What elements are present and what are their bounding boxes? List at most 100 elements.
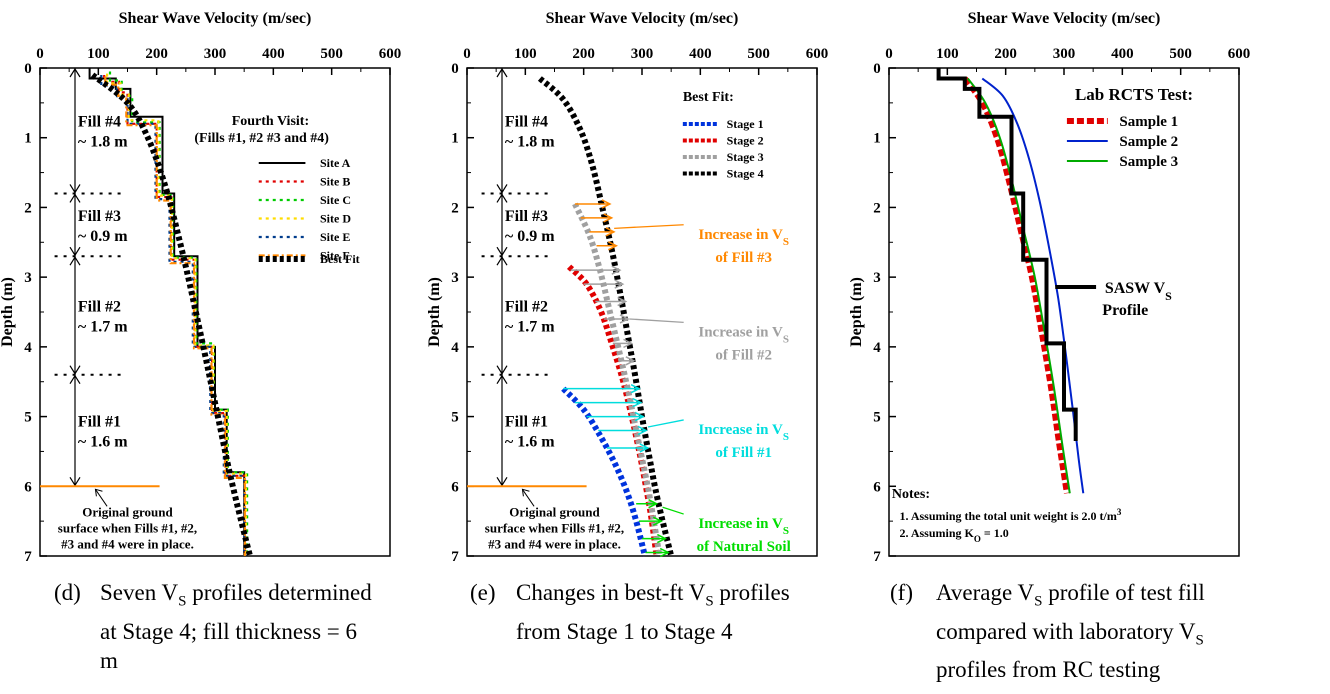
y-tick-label: 7 [451, 549, 459, 565]
arrow-head [605, 227, 616, 237]
annotation-text: Increase in VS [698, 227, 789, 248]
series-stage-1 [561, 386, 648, 557]
arrow-head [623, 338, 634, 349]
chart-title: Shear Wave Velocity (m/sec) [119, 10, 312, 27]
y-tick-label: 3 [451, 270, 459, 286]
caption-e: (e) Changes in best-ft VS profiles from St… [470, 578, 790, 646]
note-item: 1. Assuming the total unit weight is 2.0… [900, 507, 1122, 523]
legend-label: Site A [320, 156, 351, 170]
legend-label: Sample 2 [1119, 134, 1178, 150]
caption-line: from Stage 1 to Stage 4 [516, 618, 733, 644]
y-tick-label: 3 [873, 270, 881, 286]
y-tick-label: 5 [24, 410, 32, 426]
x-tick-label: 500 [320, 46, 343, 62]
arrow-head [496, 193, 508, 203]
legend-label: Stage 4 [727, 167, 764, 181]
legend-label: Stage 3 [727, 150, 764, 164]
caption-label: (d) [54, 580, 81, 605]
arrow-head [630, 384, 641, 394]
caption-line: profiles from RC testing [936, 657, 1161, 683]
fill-thickness: ~ 0.9 m [78, 228, 128, 245]
x-tick-label: 400 [1111, 46, 1134, 62]
note-item: 2. Assuming KO = 1.0 [900, 526, 1009, 544]
x-tick-label: 200 [994, 46, 1017, 62]
y-tick-label: 3 [24, 270, 32, 286]
y-tick-label: 4 [24, 340, 32, 356]
annotation-text-line2: of Natural Soil [697, 539, 791, 555]
caption-line: (f) Average VS profile of test fill [890, 580, 1205, 610]
legend-label: Site C [320, 193, 351, 207]
series-sample-3 [966, 77, 1071, 494]
y-tick-label: 1 [24, 131, 32, 147]
fill-label: Fill #4 [78, 114, 121, 131]
annotation-pointer [647, 419, 684, 428]
y-tick-label: 2 [24, 200, 32, 216]
arrow-head [601, 199, 612, 209]
x-tick-label: 500 [1169, 46, 1192, 62]
y-tick-label: 6 [873, 479, 881, 495]
series-best-fit [90, 72, 253, 557]
annotation-text-line2: of Fill #2 [715, 347, 772, 363]
caption-line: (e) Changes in best-ft VS profiles [470, 580, 790, 610]
annotation-text: Increase in VS [698, 516, 789, 537]
caption-label: (e) [470, 580, 496, 605]
x-tick-label: 600 [379, 46, 402, 62]
legend-subtitle: (Fills #1, #2 #3 and #4) [194, 131, 329, 146]
annotation-pointer [629, 318, 684, 323]
x-tick-label: 300 [204, 46, 227, 62]
arrow-head [69, 374, 81, 385]
x-tick-label: 400 [262, 46, 285, 62]
legend-label: Stage 1 [727, 117, 764, 131]
x-tick-label: 600 [806, 46, 829, 62]
legend-title: Lab RCTS Test: [1075, 85, 1193, 104]
y-tick-label: 6 [24, 479, 32, 495]
fill-label: Fill #3 [78, 208, 121, 225]
arrow-head [94, 488, 103, 497]
notes-title: Notes: [892, 487, 930, 502]
annotation-text: Increase in VS [698, 324, 789, 345]
caption-f: (f) Average VS profile of test fill compar… [890, 578, 1205, 684]
legend-label-line2: Profile [1102, 302, 1148, 319]
plot-frame [888, 67, 1240, 557]
legend-label: Sample 3 [1119, 154, 1178, 170]
legend-label: Best Fit [320, 252, 360, 266]
y-axis-label: Depth (m) [848, 277, 865, 347]
legend-title: Best Fit: [683, 90, 734, 105]
annotation-text-line2: of Fill #3 [715, 250, 772, 266]
x-tick-label: 300 [1053, 46, 1076, 62]
fill-thickness: ~ 0.9 m [505, 228, 555, 245]
fill-label: Fill #3 [505, 208, 548, 225]
y-tick-label: 7 [873, 549, 881, 565]
y-tick-label: 0 [24, 61, 32, 77]
x-tick-label: 400 [689, 46, 712, 62]
y-tick-label: 4 [451, 340, 459, 356]
caption-label: (f) [890, 580, 913, 605]
x-tick-label: 0 [885, 46, 893, 62]
series-sasw-v [936, 68, 1078, 441]
arrow-head [603, 213, 614, 223]
ground-annotation: Original ground [509, 504, 600, 519]
caption-line: at Stage 4; fill thickness = 6 [100, 618, 357, 644]
legend-label: Site E [320, 230, 350, 244]
panel-f: Shear Wave Velocity (m/sec) 0 100 200 300 400… [848, 10, 1250, 565]
y-axis-label: Depth (m) [426, 277, 443, 347]
annotation-pointer [662, 506, 684, 515]
arrow-head [607, 241, 619, 251]
y-axis-label: Depth (m) [0, 277, 16, 347]
fill-thickness: ~ 1.8 m [505, 134, 555, 151]
caption-line: m [100, 647, 118, 673]
fill-thickness: ~ 1.7 m [505, 318, 555, 335]
series-stage-4 [537, 76, 675, 557]
ground-pointer [95, 489, 108, 507]
panel-e: Shear Wave Velocity (m/sec) 0 100 200 300 400… [426, 10, 828, 565]
ground-annotation: surface when Fills #1, #2, [485, 520, 624, 535]
y-tick-label: 6 [451, 479, 459, 495]
arrow-head [648, 499, 659, 509]
arrow-head [656, 533, 668, 544]
legend-label: Site F [320, 249, 350, 263]
y-tick-label: 5 [451, 410, 459, 426]
chart-title: Shear Wave Velocity (m/sec) [968, 10, 1161, 27]
y-tick-label: 5 [873, 410, 881, 426]
annotation-text-line2: of Fill #1 [715, 445, 772, 461]
x-tick-label: 500 [747, 46, 770, 62]
